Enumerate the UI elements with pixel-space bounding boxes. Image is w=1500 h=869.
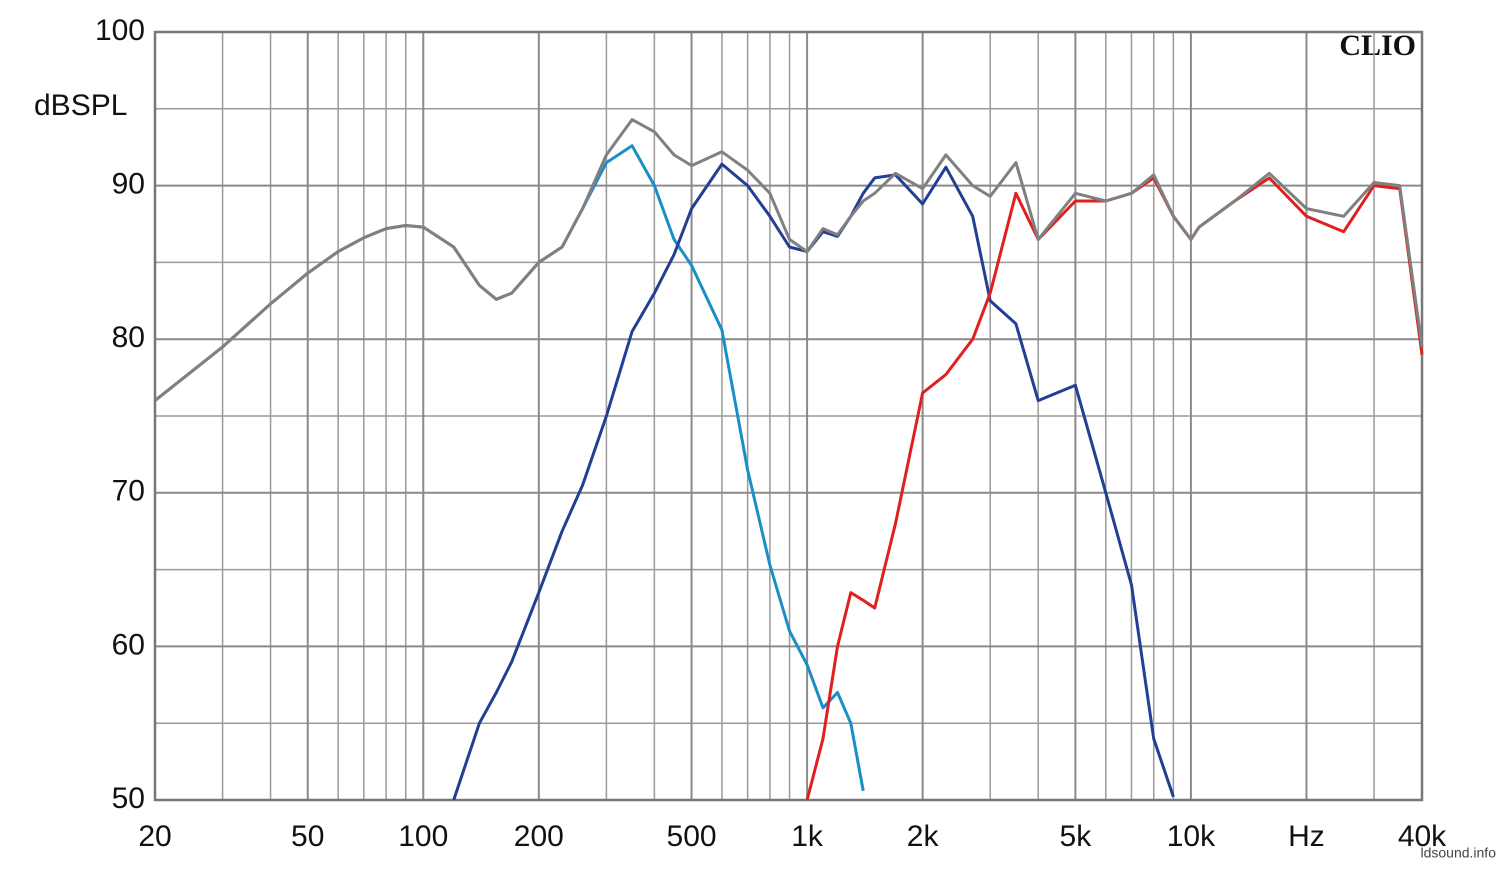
series-line [154,118,1424,402]
x-tick-label: 2k [907,820,940,853]
credit: ldsound.info [1420,845,1496,861]
y-axis-label: dBSPL [34,89,127,122]
x-tick-label: 100 [398,820,448,853]
y-tick-label: 90 [112,168,145,201]
x-tick-label: 20 [138,820,171,853]
x-tick-label: 5k [1060,820,1093,853]
y-tick-label: 100 [95,14,145,47]
x-tick-label: 40k [1398,820,1447,853]
watermark: CLIO [1339,29,1416,62]
x-tick-label: 200 [514,820,564,853]
y-tick-label: 50 [112,782,145,815]
x-tick-label: 10k [1167,820,1216,853]
x-tick-label: 50 [291,820,324,853]
y-tick-label: 60 [112,628,145,661]
series-line [805,176,1424,801]
y-tick-label: 80 [112,321,145,354]
x-tick-label: 500 [667,820,717,853]
plot-frame [153,30,1424,802]
x-tick-label: Hz [1288,820,1325,853]
x-tick-label: 1k [791,820,824,853]
y-tick-label: 70 [112,475,145,508]
